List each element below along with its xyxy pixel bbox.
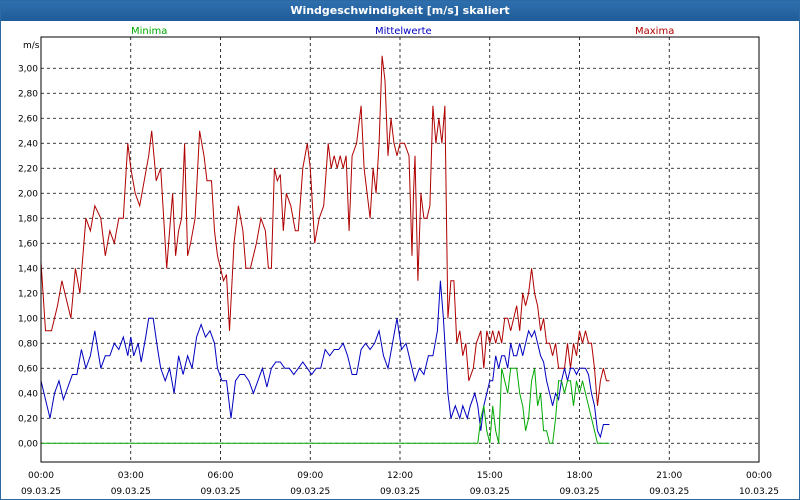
x-tick-time: 03:00 xyxy=(118,471,144,481)
y-tick-label: 0,40 xyxy=(18,389,38,399)
window-title: Windgeschwindigkeit [m/s] skaliert xyxy=(1,1,799,21)
y-tick-label: 0,00 xyxy=(18,439,38,449)
y-tick-labels: 0,00 0,20 0,40 0,60 0,80 1,00 1,20 1,40 1,60 1,80… xyxy=(18,64,38,449)
legend-maxima: Maxima xyxy=(635,26,675,37)
plot-frame xyxy=(40,36,760,463)
x-tick-time: 21:00 xyxy=(656,471,682,481)
x-tick-date: 09.03.25 xyxy=(290,487,330,497)
y-tick-label: 2,20 xyxy=(18,164,38,174)
y-tick-label: 2,60 xyxy=(18,114,38,124)
x-tick-date: 09.03.25 xyxy=(380,487,420,497)
x-tick-date: 09.03.25 xyxy=(200,487,240,497)
series-line-maxima xyxy=(40,55,610,406)
y-tick-label: 3,00 xyxy=(18,64,38,74)
y-tick-label: 1,00 xyxy=(18,314,38,324)
x-tick-time: 00:00 xyxy=(746,471,772,481)
x-tick-time: 06:00 xyxy=(208,471,234,481)
x-tick-time: 12:00 xyxy=(387,471,413,481)
y-tick-label: 1,20 xyxy=(18,289,38,299)
y-tick-label: 1,80 xyxy=(18,214,38,224)
x-tick-time: 15:00 xyxy=(477,471,503,481)
y-tick-label: 1,40 xyxy=(18,264,38,274)
x-tick-date: 10.03.25 xyxy=(739,487,779,497)
y-tick-label: 0,20 xyxy=(18,414,38,424)
legend-minima: Minima xyxy=(131,26,168,37)
series-line-mittelwerte xyxy=(40,280,610,439)
x-tick-date: 09.03.25 xyxy=(559,487,599,497)
legend-mittelwerte: Mittelwerte xyxy=(375,26,432,37)
y-tick-label: 1,60 xyxy=(18,239,38,249)
x-tick-date: 09.03.25 xyxy=(111,487,151,497)
x-tick-time: 09:00 xyxy=(297,471,323,481)
series-lines xyxy=(40,55,610,444)
x-tick-date: 09.03.25 xyxy=(21,487,61,497)
y-axis-unit: m/s xyxy=(23,41,40,51)
x-tick-date: 09.03.25 xyxy=(470,487,510,497)
grid-lines xyxy=(41,37,759,462)
y-tick-label: 2,00 xyxy=(18,189,38,199)
x-tick-labels: 00:00 09.03.25 03:00 09.03.25 06:00 09.03.25 0… xyxy=(21,471,779,497)
y-tick-label: 2,40 xyxy=(18,139,38,149)
x-tick-date: 09.03.25 xyxy=(649,487,689,497)
series-line-minima xyxy=(41,367,610,444)
y-tick-label: 0,60 xyxy=(18,364,38,374)
y-tick-label: 2,80 xyxy=(18,89,38,99)
y-tick-label: 0,80 xyxy=(18,339,38,349)
x-tick-time: 00:00 xyxy=(28,471,54,481)
x-tick-time: 18:00 xyxy=(567,471,593,481)
